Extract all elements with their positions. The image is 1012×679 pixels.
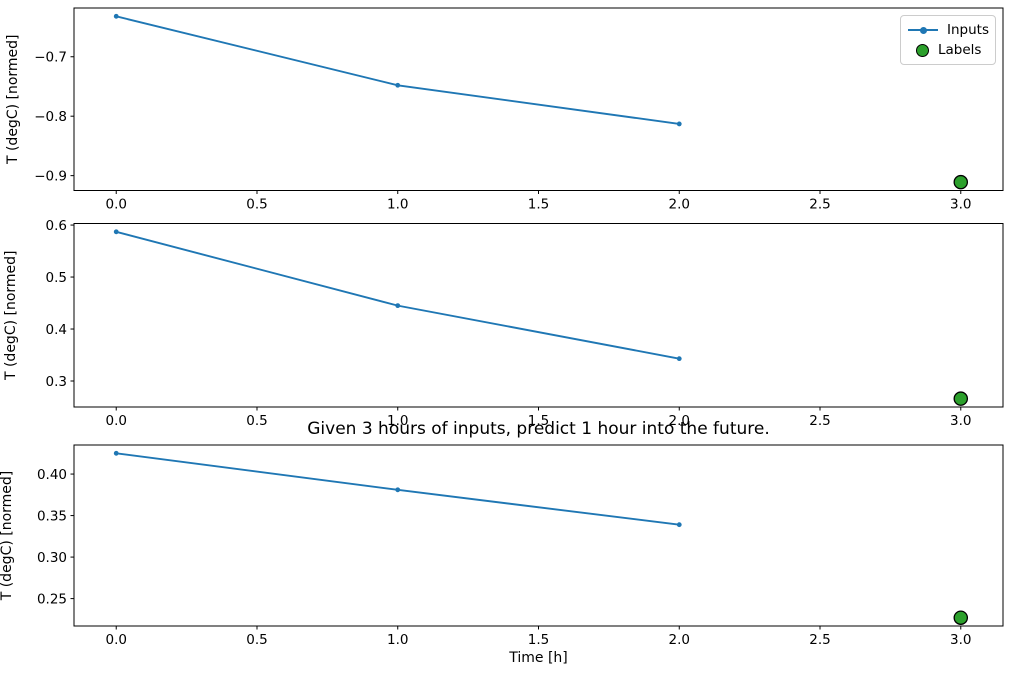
inputs-point-marker [676,121,682,127]
inputs-line-icon [908,26,938,34]
subplot-bottom-title: Given 3 hours of inputs, predict 1 hour … [307,419,770,439]
inputs-point-marker [395,303,401,309]
subplot-bottom: 0.0 0.5 1.0 1.5 2.0 2.5 3.0 0.25 0.30 0.35 0.40 T (… [0,444,1004,666]
y-tick-label: 0.35 [37,508,67,524]
y-tick-label: 0.3 [46,374,67,390]
x-tick-label: 0.5 [246,197,267,213]
legend-item-labels: Labels [908,40,987,60]
inputs-marker-icon [920,26,927,34]
inputs-point-marker [395,82,401,88]
axes-frame [73,7,1004,191]
legend-label-labels: Labels [938,42,982,58]
x-tick-label: 2.0 [669,632,690,648]
y-tick-label: 0.5 [46,270,67,286]
x-tick-label: 1.0 [387,197,408,213]
y-axis-label: T (degC) [normed] [3,250,19,381]
x-axis-label: Time [h] [508,650,568,666]
x-tick-label: 1.5 [528,632,549,648]
x-tick-label: 1.0 [387,413,408,429]
inputs-line [116,15,680,125]
x-tick-label: 0.5 [246,413,267,429]
y-tick-label: 0.30 [37,550,67,566]
x-tick-label: 2.5 [809,197,830,213]
y-axis-label: T (degC) [normed] [5,34,21,165]
x-tick-label: 2.0 [669,197,690,213]
labels-point-marker [953,610,969,625]
y-axis-label: T (degC) [normed] [0,471,15,602]
x-tick-label: 0.5 [246,632,267,648]
inputs-point-marker [676,522,682,528]
x-tick-label: 0.0 [105,632,126,648]
axes-frame [73,223,1004,408]
x-tick-label: 1.5 [528,413,549,429]
x-tick-label: 0.0 [105,413,126,429]
y-tick-label: −0.7 [34,50,67,66]
subplot-top: 0.0 0.5 1.0 1.5 2.0 2.5 3.0 −0.7 −0.8 −0.9 T (degC… [5,7,1004,213]
inputs-point-marker [113,450,119,456]
legend: Inputs Labels [900,15,996,65]
x-tick-label: 3.0 [950,413,971,429]
axes-frame [73,444,1004,627]
x-tick-label: 0.0 [105,197,126,213]
x-tick-label: 1.5 [528,197,549,213]
inputs-point-marker [113,13,119,19]
legend-item-inputs: Inputs [908,20,989,40]
legend-label-inputs: Inputs [947,22,989,38]
y-tick-label: 0.25 [37,591,67,607]
x-tick-label: 3.0 [950,197,971,213]
inputs-point-marker [676,356,682,362]
x-tick-label: 2.0 [669,413,690,429]
y-tick-label: 0.4 [46,322,67,338]
y-tick-label: −0.9 [34,168,67,184]
x-tick-label: 1.0 [387,632,408,648]
x-tick-label: 3.0 [950,632,971,648]
labels-point-marker [953,174,969,190]
inputs-point-marker [113,229,119,235]
x-tick-label: 2.5 [809,413,830,429]
labels-circle-icon [916,43,929,57]
y-tick-label: 0.6 [46,218,67,234]
labels-point-marker [953,391,969,406]
y-tick-label: 0.40 [37,467,67,483]
y-tick-label: −0.8 [34,109,67,125]
inputs-point-marker [395,487,401,493]
x-tick-label: 2.5 [809,632,830,648]
subplot-middle: 0.0 0.5 1.0 1.5 2.0 2.5 3.0 0.3 0.4 0.5 0.6 T (degC… [3,218,1004,429]
inputs-line [115,230,680,360]
